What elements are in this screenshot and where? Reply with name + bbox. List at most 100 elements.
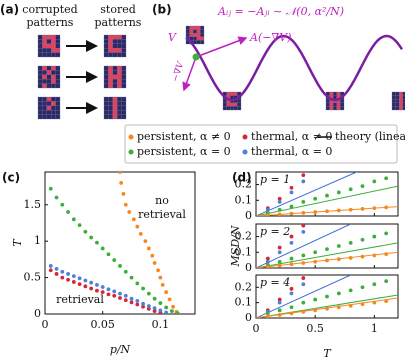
pixel: [117, 96, 122, 102]
pixel: [42, 39, 47, 44]
pixel: [112, 101, 118, 106]
pixel: [108, 101, 113, 106]
y-tick-label: 0.2: [235, 280, 253, 293]
point: [89, 286, 94, 291]
pattern-icon: [185, 25, 205, 45]
pixel: [55, 83, 61, 89]
pixel: [121, 52, 127, 58]
point: [372, 253, 377, 258]
pixel: [200, 29, 205, 34]
gradient-arrow: [182, 56, 197, 92]
pixel: [108, 96, 113, 102]
pixel: [237, 102, 242, 107]
point: [48, 186, 53, 191]
point: [123, 293, 128, 298]
point: [83, 229, 88, 234]
point: [158, 275, 163, 280]
pixel: [46, 96, 52, 102]
point: [277, 212, 282, 216]
pixel: [112, 65, 118, 71]
pixel: [329, 91, 334, 96]
point: [289, 286, 294, 291]
pixel: [230, 102, 234, 107]
point: [118, 172, 122, 174]
pixel: [42, 70, 47, 75]
pixel: [46, 79, 52, 84]
pixel: [399, 102, 403, 107]
pixel: [37, 110, 43, 115]
point: [66, 210, 70, 214]
pixel: [55, 79, 61, 84]
point: [313, 297, 318, 302]
point: [348, 288, 353, 293]
theory-line: [256, 224, 351, 268]
point: [95, 240, 99, 245]
y-tick-label: 0.2: [235, 178, 253, 191]
pixel: [112, 70, 118, 75]
annotation: p = 4: [260, 276, 290, 289]
plot-area: [256, 275, 398, 318]
heading: stored: [100, 3, 136, 16]
point: [146, 304, 151, 308]
point: [372, 206, 377, 211]
point: [164, 290, 169, 295]
pixel: [42, 43, 47, 49]
point: [348, 240, 353, 245]
y-axis-label: MSD/N: [229, 225, 242, 267]
point: [152, 261, 157, 265]
y-tick-label: 0: [245, 209, 252, 222]
pixel: [46, 74, 52, 80]
pixel: [329, 102, 334, 107]
pixel: [46, 52, 52, 58]
point: [384, 176, 389, 181]
point: [325, 306, 329, 311]
legend-entries: persistent, α ≠ 0 thermal, α ≠ 0 persisten…: [128, 130, 405, 158]
force-label: A(−∇V): [249, 31, 291, 44]
point: [313, 210, 318, 214]
pixel: [112, 79, 118, 84]
pixel: [325, 106, 330, 111]
point: [158, 308, 163, 313]
point: [289, 190, 294, 195]
pixel: [37, 39, 43, 44]
point: [277, 207, 282, 212]
point: [360, 207, 365, 211]
y-tick-label: 0.5: [24, 271, 42, 284]
point: [313, 259, 318, 264]
pixel: [103, 114, 109, 120]
point: [301, 309, 306, 314]
point: [277, 308, 282, 313]
point: [336, 208, 341, 213]
pixel: [117, 52, 122, 58]
plot-area: [48, 172, 180, 314]
point: [301, 210, 306, 215]
point: [360, 237, 365, 242]
point: [118, 296, 122, 300]
point: [372, 179, 377, 184]
pixel: [340, 99, 345, 103]
point: [71, 217, 76, 222]
pixel: [112, 74, 118, 80]
pixel: [51, 34, 56, 40]
point: [112, 289, 117, 294]
pixel: [200, 33, 205, 37]
pixel: [37, 105, 43, 111]
x-tick-label: 0.05: [90, 318, 115, 331]
pixel: [108, 48, 113, 53]
pixel: [103, 83, 109, 89]
point: [265, 259, 270, 264]
point: [143, 239, 148, 244]
pixel: [51, 105, 56, 111]
point: [372, 282, 377, 287]
pixel: [37, 65, 43, 71]
point: [141, 304, 145, 309]
legend-swatch: [128, 134, 134, 140]
pixel: [51, 70, 56, 75]
pattern-icon: [37, 65, 61, 89]
pixel: [395, 99, 400, 103]
pixel: [117, 105, 122, 111]
point: [131, 217, 136, 222]
pixel: [112, 114, 118, 120]
